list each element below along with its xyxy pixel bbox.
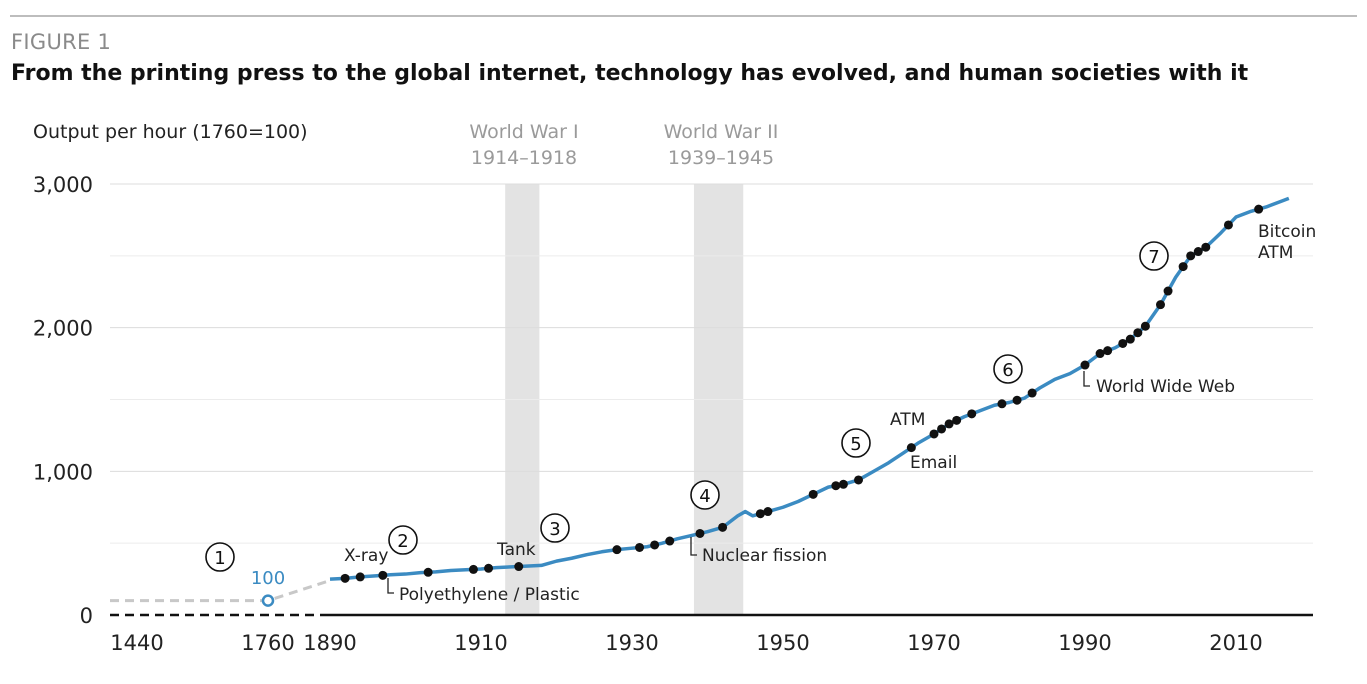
x-tick-2010: 2010 bbox=[1209, 631, 1262, 655]
gridlines bbox=[110, 183, 1313, 544]
leader-world-wide-web bbox=[1083, 371, 1090, 387]
invention-marker-1997-33 bbox=[1133, 328, 1143, 338]
leader-polyethylene bbox=[387, 578, 394, 594]
svg-text:3: 3 bbox=[549, 519, 560, 540]
invention-marker-1998-34 bbox=[1140, 321, 1150, 331]
invention-marker-1942-12 bbox=[718, 522, 728, 532]
y-axis-label: Output per hour (1760=100) bbox=[33, 121, 308, 143]
annotation-email: Email bbox=[910, 453, 957, 473]
invention-marker-1967-19 bbox=[906, 443, 916, 453]
invention-marker-1931-8 bbox=[635, 542, 645, 552]
ww1-years: 1914–1918 bbox=[471, 147, 577, 169]
invention-marker-1992-29 bbox=[1095, 349, 1105, 359]
x-tick-1440: 1440 bbox=[110, 631, 163, 655]
invention-marker-2001-36 bbox=[1163, 286, 1173, 296]
annotation-atm-1967: ATM bbox=[890, 410, 925, 430]
invention-marker-1981-26 bbox=[1012, 395, 1022, 405]
invention-marker-2004-38 bbox=[1186, 251, 1196, 261]
x-tick-1910: 1910 bbox=[454, 631, 507, 655]
invention-marker-1990-28 bbox=[1080, 360, 1090, 370]
numbered-circle-2: 2 bbox=[388, 525, 418, 555]
pre-industrial-line bbox=[110, 579, 331, 603]
invention-marker-2005-39 bbox=[1193, 247, 1203, 257]
invention-marker-1975-24 bbox=[967, 409, 977, 419]
invention-marker-1947-13 bbox=[755, 509, 765, 519]
figure-label: FIGURE 1 bbox=[11, 30, 112, 54]
annotation-atm-2013: ATM bbox=[1258, 243, 1293, 263]
numbered-circle-5: 5 bbox=[841, 428, 871, 458]
invention-marker-1960-18 bbox=[854, 475, 863, 485]
invention-marker-1971-21 bbox=[937, 424, 947, 434]
ww1-label: World War I bbox=[469, 121, 578, 143]
numbered-circle-7: 7 bbox=[1139, 241, 1169, 271]
invention-marker-1957-16 bbox=[831, 481, 841, 491]
invention-marker-1973-23 bbox=[952, 415, 962, 425]
invention-marker-1996-32 bbox=[1125, 334, 1135, 344]
numbered-circle-1: 1 bbox=[205, 542, 235, 572]
invention-marker-1979-25 bbox=[997, 399, 1007, 409]
invention-marker-2006-40 bbox=[1201, 242, 1211, 252]
invention-marker-1948-14 bbox=[763, 507, 773, 517]
x-tick-1760: 1760 bbox=[241, 631, 294, 655]
ww2-years: 1939–1945 bbox=[668, 147, 774, 169]
invention-marker-2013-42 bbox=[1254, 204, 1264, 214]
invention-marker-2000-35 bbox=[1156, 300, 1165, 310]
x-tick-1930: 1930 bbox=[605, 631, 658, 655]
annotation-bitcoin: Bitcoin bbox=[1258, 222, 1316, 242]
y-tick-labels: 0 1,000 2,000 3,000 bbox=[33, 173, 93, 628]
x-tick-labels: 1440 1760 1890 1910 1930 1950 1970 1990 2010 bbox=[110, 631, 1262, 655]
invention-marker-1939-11 bbox=[695, 528, 705, 538]
x-tick-1990: 1990 bbox=[1058, 631, 1111, 655]
y-tick-0: 0 bbox=[80, 604, 93, 628]
annotation-world-wide-web: World Wide Web bbox=[1096, 377, 1235, 397]
marker-1760 bbox=[261, 594, 275, 607]
svg-text:5: 5 bbox=[850, 434, 861, 455]
marker-1760-label: 100 bbox=[251, 568, 285, 589]
svg-text:1: 1 bbox=[214, 548, 225, 569]
invention-marker-1897-2 bbox=[378, 570, 388, 580]
invention-marker-1915-6 bbox=[514, 562, 524, 572]
annotation-polyethylene: Polyethylene / Plastic bbox=[399, 585, 580, 605]
x-tick-1890: 1890 bbox=[303, 631, 356, 655]
annotation-xray: X-ray bbox=[344, 546, 388, 566]
y-tick-3000: 3,000 bbox=[33, 173, 93, 197]
svg-text:7: 7 bbox=[1148, 247, 1159, 268]
numbered-circle-6: 6 bbox=[993, 354, 1023, 384]
figure-title: From the printing press to the global in… bbox=[11, 61, 1249, 86]
invention-marker-1958-17 bbox=[838, 479, 848, 489]
invention-marker-1903-3 bbox=[423, 567, 433, 577]
leader-nuclear-fission bbox=[690, 537, 697, 556]
annotation-tank: Tank bbox=[496, 540, 536, 560]
ww2-label: World War II bbox=[664, 121, 779, 143]
top-rule bbox=[10, 15, 1357, 17]
invention-markers bbox=[340, 204, 1264, 583]
x-tick-1950: 1950 bbox=[756, 631, 809, 655]
invention-marker-1909-4 bbox=[468, 564, 478, 574]
invention-marker-1993-30 bbox=[1103, 346, 1113, 356]
x-tick-1970: 1970 bbox=[907, 631, 960, 655]
numbered-circle-4: 4 bbox=[690, 480, 720, 510]
annotation-nuclear-fission: Nuclear fission bbox=[702, 546, 827, 566]
invention-marker-1894-1 bbox=[355, 572, 365, 582]
invention-marker-1995-31 bbox=[1118, 338, 1128, 348]
invention-marker-1972-22 bbox=[944, 419, 954, 429]
svg-text:4: 4 bbox=[699, 486, 710, 507]
invention-marker-1928-7 bbox=[612, 545, 622, 555]
invention-marker-1954-15 bbox=[808, 489, 818, 499]
invention-marker-1911-5 bbox=[484, 563, 494, 573]
invention-marker-1933-9 bbox=[650, 540, 660, 550]
y-tick-1000: 1,000 bbox=[33, 460, 93, 484]
numbered-circle-3: 3 bbox=[540, 513, 570, 543]
invention-marker-2003-37 bbox=[1178, 262, 1188, 272]
svg-text:2: 2 bbox=[397, 531, 408, 552]
invention-marker-1983-27 bbox=[1027, 388, 1037, 398]
invention-marker-2009-41 bbox=[1223, 220, 1233, 230]
invention-marker-1935-10 bbox=[665, 536, 675, 546]
svg-text:6: 6 bbox=[1002, 360, 1013, 381]
invention-marker-1892-0 bbox=[340, 573, 350, 583]
y-tick-2000: 2,000 bbox=[33, 317, 93, 341]
invention-marker-1970-20 bbox=[929, 429, 939, 439]
